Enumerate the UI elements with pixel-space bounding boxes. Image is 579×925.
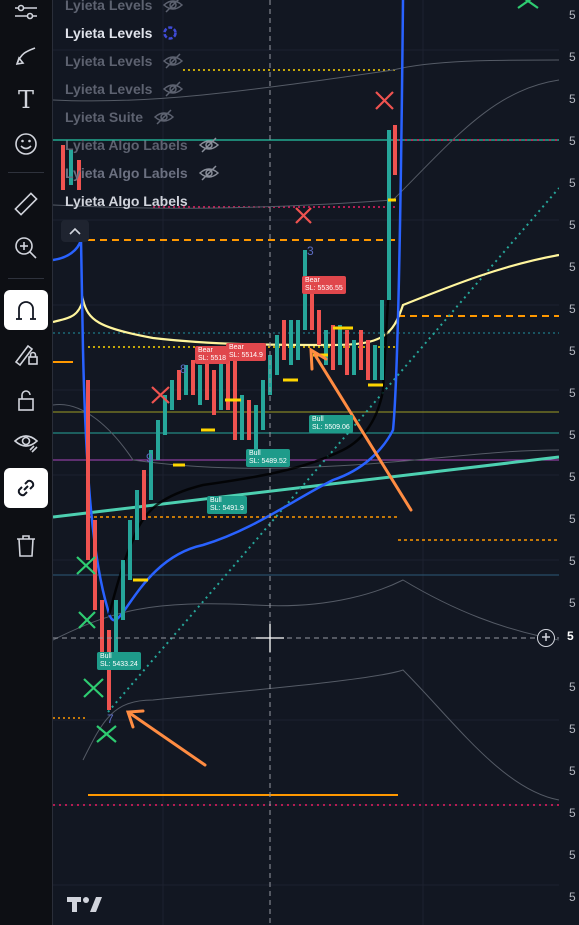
- legend-row[interactable]: Lyieta Levels: [65, 22, 178, 44]
- lock-icon[interactable]: [4, 380, 48, 420]
- price-label: 5: [569, 428, 576, 442]
- legend-row[interactable]: Lyieta Algo Labels: [65, 134, 220, 156]
- tradingview-logo: [67, 895, 103, 918]
- legend-row[interactable]: Lyieta Algo Labels: [65, 190, 188, 212]
- text-icon[interactable]: T: [4, 80, 48, 120]
- drawing-toolbar: T: [0, 0, 53, 925]
- price-label: 5: [569, 680, 576, 694]
- price-label: 5: [569, 50, 576, 64]
- emoji-icon[interactable]: [4, 124, 48, 164]
- indicators-icon[interactable]: [4, 0, 48, 34]
- text-tool-label: T: [17, 86, 34, 114]
- ruler-icon[interactable]: [4, 184, 48, 224]
- price-label: 5: [569, 596, 576, 610]
- legend-label: Lyieta Levels: [65, 0, 153, 13]
- price-scale[interactable]: 5 5 5 5 5 5 5 5 5 5 5 5 5 5 5 5 5 5 5 5 …: [559, 0, 579, 925]
- legend-label: Lyieta Algo Labels: [65, 137, 188, 153]
- link-icon[interactable]: [4, 468, 48, 508]
- price-label: 5: [569, 302, 576, 316]
- chevron-up-icon: [69, 222, 81, 240]
- bull-label: Bull SL: 5433.24: [97, 652, 141, 670]
- wave-number: 8: [180, 362, 187, 376]
- wave-number: 7: [107, 712, 114, 726]
- legend-collapse-button[interactable]: [61, 220, 89, 242]
- eye-hidden-icon[interactable]: [162, 0, 184, 13]
- pencil-lock-icon[interactable]: [4, 334, 48, 374]
- price-label: 5: [569, 848, 576, 862]
- price-label: 5: [569, 386, 576, 400]
- bear-label: Bear SL: 5518: [195, 346, 230, 364]
- chart-canvas[interactable]: Bear SL: 5536.55 Bear SL: 5514.9 Bear SL…: [53, 0, 559, 925]
- price-label: 5: [569, 218, 576, 232]
- price-label: 5: [569, 890, 576, 904]
- bear-label: Bear SL: 5536.55: [302, 276, 346, 294]
- price-label: 5: [569, 92, 576, 106]
- loading-spinner-icon: [162, 25, 178, 41]
- price-label: 5: [569, 554, 576, 568]
- bull-label: Bull SL: 5509.06: [309, 415, 353, 433]
- eye-icon[interactable]: [4, 422, 48, 462]
- wave-number: 3: [307, 244, 314, 258]
- price-label: 5: [569, 260, 576, 274]
- magnet-icon[interactable]: [4, 290, 48, 330]
- bull-label: Bull SL: 5489.52: [246, 449, 290, 467]
- legend-label: Lyieta Levels: [65, 81, 153, 97]
- bull-label: Bull SL: 5491.9: [207, 496, 247, 514]
- legend-label: Lyieta Suite: [65, 109, 144, 125]
- price-label: 5: [569, 344, 576, 358]
- toolbar-separator: [8, 278, 44, 279]
- legend-row[interactable]: Lyieta Levels: [65, 0, 184, 16]
- price-label: 5: [569, 722, 576, 736]
- bear-label: Bear SL: 5514.9: [226, 343, 266, 361]
- toolbar-separator: [8, 172, 44, 173]
- legend-label: Lyieta Algo Labels: [65, 193, 188, 209]
- price-label: 5: [569, 134, 576, 148]
- price-label: 5: [569, 806, 576, 820]
- wave-number: 9: [146, 451, 153, 465]
- zoom-in-icon[interactable]: [4, 228, 48, 268]
- pen-icon[interactable]: [4, 36, 48, 76]
- legend-row[interactable]: Lyieta Levels: [65, 50, 184, 72]
- eye-hidden-icon[interactable]: [162, 53, 184, 69]
- price-label: 5: [569, 764, 576, 778]
- legend-label: Lyieta Algo Labels: [65, 165, 188, 181]
- legend-row[interactable]: Lyieta Levels: [65, 78, 184, 100]
- legend-label: Lyieta Levels: [65, 25, 153, 41]
- crosshair-price-label: 5: [567, 629, 574, 643]
- trash-icon[interactable]: [4, 526, 48, 566]
- price-label: 5: [569, 470, 576, 484]
- legend-row[interactable]: Lyieta Algo Labels: [65, 162, 220, 184]
- plus-icon: [541, 629, 551, 647]
- legend-label: Lyieta Levels: [65, 53, 153, 69]
- price-label: 5: [569, 176, 576, 190]
- legend-row[interactable]: Lyieta Suite: [65, 106, 175, 128]
- add-alert-button[interactable]: [537, 629, 555, 647]
- eye-hidden-icon[interactable]: [162, 81, 184, 97]
- price-label: 5: [569, 512, 576, 526]
- eye-hidden-icon[interactable]: [153, 109, 175, 125]
- eye-hidden-icon[interactable]: [198, 137, 220, 153]
- price-label: 5: [569, 8, 576, 22]
- eye-hidden-icon[interactable]: [198, 165, 220, 181]
